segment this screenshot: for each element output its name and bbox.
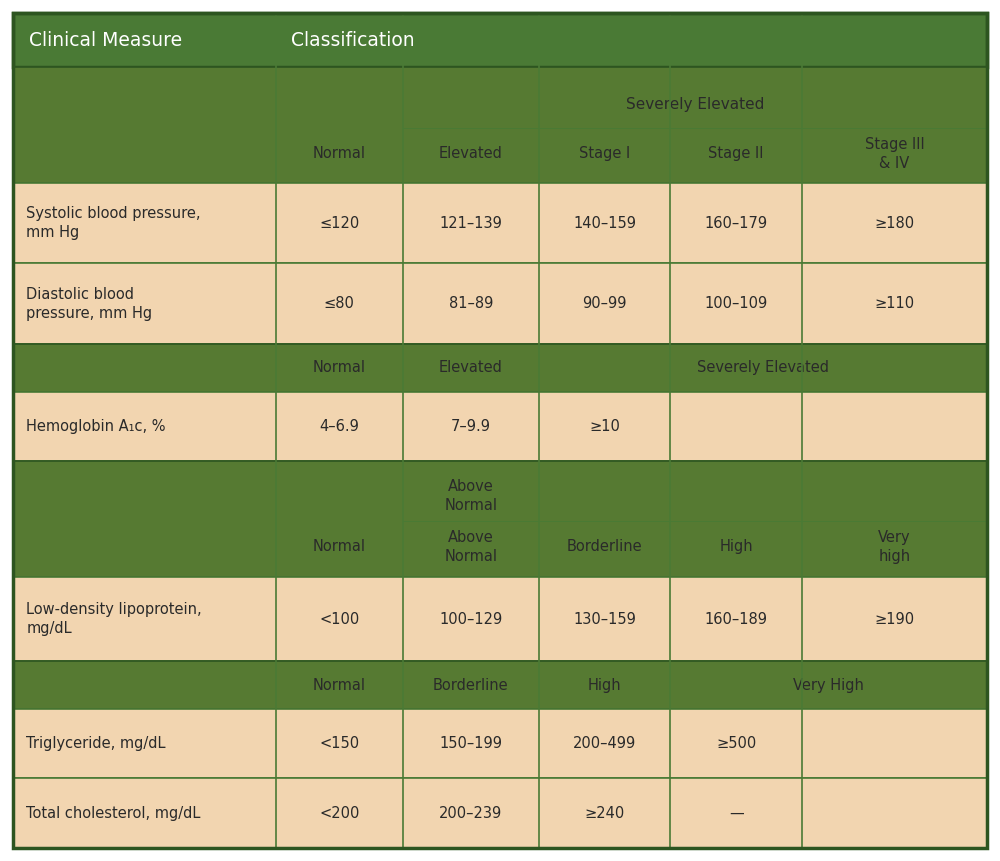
Text: ≥190: ≥190 — [874, 611, 915, 627]
Text: Normal: Normal — [313, 678, 366, 692]
Text: ≥180: ≥180 — [874, 215, 915, 231]
Text: Stage III
& IV: Stage III & IV — [865, 137, 924, 170]
Bar — [13, 778, 987, 848]
Text: Hemoglobin A₁c, %: Hemoglobin A₁c, % — [26, 419, 166, 434]
Text: Severely Elevated: Severely Elevated — [626, 96, 764, 112]
Text: 90–99: 90–99 — [582, 296, 627, 312]
Text: Low-density lipoprotein,
mg/dL: Low-density lipoprotein, mg/dL — [26, 603, 202, 636]
Text: 100–109: 100–109 — [705, 296, 768, 312]
Bar — [13, 67, 987, 183]
Text: Very
high: Very high — [878, 530, 911, 564]
Text: Above
Normal: Above Normal — [444, 530, 497, 564]
Text: 140–159: 140–159 — [573, 215, 636, 231]
Text: Clinical Measure: Clinical Measure — [29, 30, 182, 50]
Text: ≤80: ≤80 — [324, 296, 355, 312]
Text: Normal: Normal — [313, 540, 366, 554]
Text: <150: <150 — [319, 736, 359, 751]
Text: 160–179: 160–179 — [705, 215, 768, 231]
Text: Borderline: Borderline — [567, 540, 643, 554]
Bar — [13, 183, 987, 263]
Text: Elevated: Elevated — [439, 146, 503, 162]
Text: Triglyceride, mg/dL: Triglyceride, mg/dL — [26, 736, 166, 751]
Text: 130–159: 130–159 — [573, 611, 636, 627]
Text: Normal: Normal — [313, 361, 366, 375]
Text: 200–499: 200–499 — [573, 736, 636, 751]
Text: Above
Normal: Above Normal — [444, 480, 497, 513]
Text: Very High: Very High — [793, 678, 864, 692]
Text: High: High — [588, 678, 622, 692]
Text: 81–89: 81–89 — [449, 296, 493, 312]
Bar — [13, 392, 987, 461]
Text: 7–9.9: 7–9.9 — [451, 419, 491, 434]
Text: High: High — [719, 540, 753, 554]
Text: Diastolic blood
pressure, mm Hg: Diastolic blood pressure, mm Hg — [26, 287, 152, 320]
Bar — [13, 461, 987, 577]
Text: 200–239: 200–239 — [439, 806, 502, 821]
Text: Borderline: Borderline — [433, 678, 509, 692]
Bar — [13, 577, 987, 661]
Text: —: — — [729, 806, 744, 821]
Text: <100: <100 — [319, 611, 359, 627]
Text: Normal: Normal — [313, 146, 366, 162]
Text: 100–129: 100–129 — [439, 611, 502, 627]
Bar — [13, 709, 987, 778]
Text: 150–199: 150–199 — [439, 736, 502, 751]
Bar — [13, 13, 987, 67]
Text: ≤120: ≤120 — [319, 215, 359, 231]
Bar — [13, 661, 987, 709]
Text: Total cholesterol, mg/dL: Total cholesterol, mg/dL — [26, 806, 201, 821]
Text: Elevated: Elevated — [439, 361, 503, 375]
Text: Classification: Classification — [291, 30, 415, 50]
Bar — [13, 263, 987, 344]
Text: 160–189: 160–189 — [705, 611, 768, 627]
Text: ≥110: ≥110 — [874, 296, 915, 312]
Text: ≥500: ≥500 — [716, 736, 756, 751]
Text: Systolic blood pressure,
mm Hg: Systolic blood pressure, mm Hg — [26, 207, 201, 240]
Text: 4–6.9: 4–6.9 — [319, 419, 359, 434]
Text: Stage I: Stage I — [579, 146, 630, 162]
Text: ≥240: ≥240 — [585, 806, 625, 821]
Bar — [13, 344, 987, 392]
Text: Severely Elevated: Severely Elevated — [697, 361, 829, 375]
Text: Stage II: Stage II — [708, 146, 764, 162]
Text: 121–139: 121–139 — [439, 215, 502, 231]
Text: ≥10: ≥10 — [589, 419, 620, 434]
Text: <200: <200 — [319, 806, 359, 821]
